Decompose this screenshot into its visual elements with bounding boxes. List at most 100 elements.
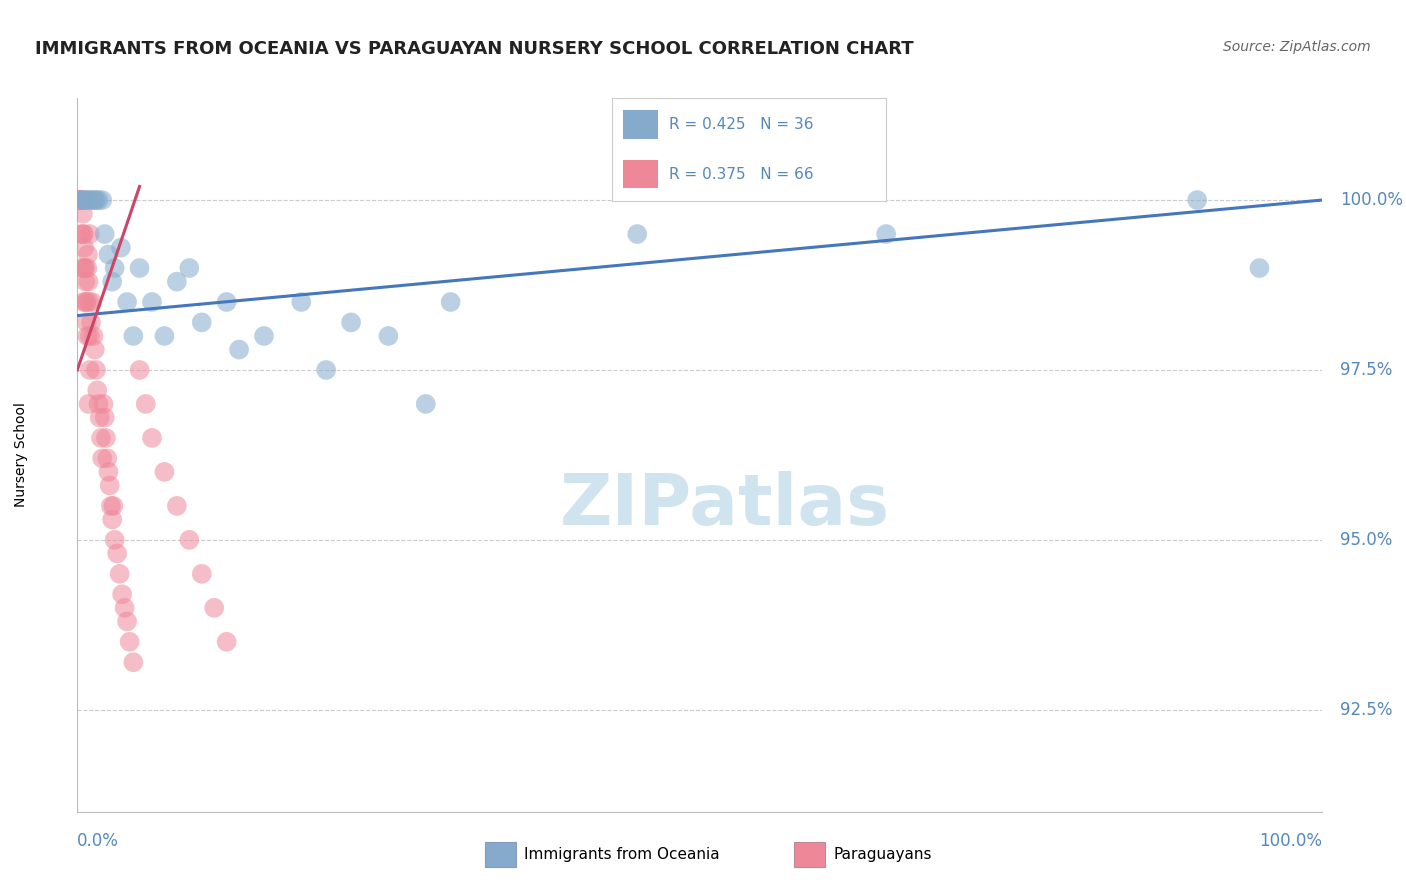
Text: ZIPatlas: ZIPatlas <box>560 471 890 541</box>
Point <box>82 193 104 207</box>
Point <box>128 260 150 275</box>
Point <box>70 193 93 207</box>
Point <box>100 499 122 513</box>
Point <box>72 193 94 207</box>
Point <box>415 397 437 411</box>
Point <box>104 260 127 275</box>
Point <box>93 397 115 411</box>
Text: IMMIGRANTS FROM OCEANIA VS PARAGUAYAN NURSERY SCHOOL CORRELATION CHART: IMMIGRANTS FROM OCEANIA VS PARAGUAYAN NU… <box>35 40 914 58</box>
Point <box>111 587 134 601</box>
Point <box>79 363 101 377</box>
Point <box>67 193 90 207</box>
Point <box>69 193 91 207</box>
Point <box>191 566 214 581</box>
Point <box>340 315 363 329</box>
Point <box>153 465 176 479</box>
Point <box>377 329 399 343</box>
Point <box>77 397 100 411</box>
Point <box>72 295 94 310</box>
Point <box>70 227 93 241</box>
Text: Source: ZipAtlas.com: Source: ZipAtlas.com <box>1223 40 1371 54</box>
Point <box>875 227 897 241</box>
Point <box>75 295 97 310</box>
Point <box>108 566 131 581</box>
Point <box>76 260 98 275</box>
Point <box>228 343 250 357</box>
Point <box>114 600 136 615</box>
Point <box>115 615 138 629</box>
Point <box>93 227 115 241</box>
Point <box>67 193 90 207</box>
Text: R = 0.425   N = 36: R = 0.425 N = 36 <box>669 117 814 132</box>
Point <box>76 315 98 329</box>
Point <box>122 655 145 669</box>
Point <box>90 431 112 445</box>
Point <box>122 329 145 343</box>
Text: 92.5%: 92.5% <box>1340 701 1393 719</box>
Text: 97.5%: 97.5% <box>1340 361 1393 379</box>
Point <box>97 247 120 261</box>
Point <box>72 193 94 207</box>
Bar <box>623 111 658 139</box>
Point <box>77 295 100 310</box>
Text: R = 0.375   N = 66: R = 0.375 N = 66 <box>669 167 814 182</box>
Point <box>153 329 176 343</box>
Text: 0.0%: 0.0% <box>77 832 120 850</box>
Point <box>72 227 94 241</box>
Point <box>97 465 120 479</box>
Point <box>70 193 93 207</box>
Point <box>290 295 312 310</box>
Point <box>84 363 107 377</box>
Point <box>73 260 96 275</box>
Point <box>83 343 105 357</box>
Point <box>166 275 188 289</box>
Point <box>70 193 93 207</box>
Point <box>77 247 100 261</box>
Point <box>202 600 225 615</box>
Point <box>80 315 103 329</box>
Point <box>73 241 96 255</box>
Point <box>98 478 121 492</box>
Point <box>105 546 128 560</box>
Point <box>77 275 100 289</box>
Point <box>72 207 94 221</box>
Text: 95.0%: 95.0% <box>1340 531 1393 549</box>
Text: Nursery School: Nursery School <box>14 402 28 508</box>
Point <box>253 329 276 343</box>
Point <box>626 227 648 241</box>
Point <box>72 227 94 241</box>
Point <box>1187 193 1209 207</box>
Point <box>141 295 163 310</box>
Point <box>87 397 110 411</box>
Point <box>79 329 101 343</box>
Point <box>179 533 201 547</box>
Point <box>86 384 108 398</box>
Point <box>166 499 188 513</box>
Point <box>87 193 110 207</box>
Point <box>118 635 141 649</box>
Text: Paraguayans: Paraguayans <box>834 847 932 862</box>
Point <box>83 329 105 343</box>
Point <box>75 275 97 289</box>
Point <box>101 512 124 526</box>
Point <box>110 241 132 255</box>
Point <box>69 193 91 207</box>
Point <box>76 329 98 343</box>
Point <box>215 635 238 649</box>
Point <box>94 431 117 445</box>
Point <box>69 193 91 207</box>
Point <box>103 499 125 513</box>
Text: 100.0%: 100.0% <box>1340 191 1403 209</box>
Point <box>179 260 201 275</box>
Point <box>75 295 97 310</box>
Point <box>104 533 127 547</box>
Point <box>76 193 98 207</box>
Point <box>91 193 114 207</box>
Point <box>191 315 214 329</box>
Point <box>135 397 157 411</box>
Point <box>115 295 138 310</box>
Point <box>72 260 94 275</box>
Point <box>96 451 118 466</box>
Point <box>79 193 101 207</box>
Point <box>315 363 337 377</box>
